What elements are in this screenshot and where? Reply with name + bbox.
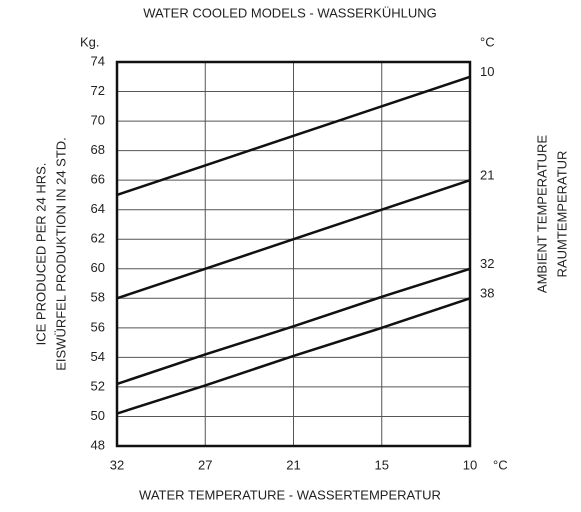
legend-title: RAUMTEMPERATUR [554,151,569,278]
x-tick-label: 27 [198,457,212,472]
y-tick-label: 58 [91,290,105,305]
series-label: 38 [480,286,494,301]
line [116,178,471,300]
y-axis-label: EISWÜRFEL PRODUKTION IN 24 STD. [53,137,68,371]
x-tick-label: 32 [110,457,124,472]
y-tick-label: 66 [91,172,105,187]
y-tick-label: 50 [91,408,105,423]
series-label: 32 [480,256,494,271]
line [116,75,471,197]
y-tick-label: 68 [91,142,105,157]
y-tick-label: 48 [91,437,105,452]
series-label: 21 [480,168,494,183]
x-tick-label: 10 [463,457,477,472]
y-tick-label: 74 [91,53,105,68]
y-tick-label: 52 [91,378,105,393]
line [116,297,471,415]
x-tick-label: 21 [286,457,300,472]
y-unit: Kg. [80,34,100,49]
line [116,267,471,386]
legend-title: AMBIENT TEMPERATURE [534,135,549,294]
y-tick-label: 64 [91,201,105,216]
y-tick-label: 62 [91,231,105,246]
x-unit: °C [493,457,508,472]
y-tick-label: 70 [91,113,105,128]
plot-frame [115,60,472,448]
series-label: 10 [480,64,494,79]
chart-title: WATER COOLED MODELS - WASSERKÜHLUNG [143,5,437,20]
y-tick-label: 60 [91,260,105,275]
y-axis-label: ICE PRODUCED PER 24 HRS. [33,163,48,346]
legend-unit: °C [480,34,495,49]
y-tick-label: 72 [91,83,105,98]
y-tick-label: 54 [91,349,105,364]
y-tick-label: 56 [91,319,105,334]
x-axis-label: WATER TEMPERATURE - WASSERTEMPERATUR [139,487,441,502]
x-tick-label: 15 [375,457,389,472]
